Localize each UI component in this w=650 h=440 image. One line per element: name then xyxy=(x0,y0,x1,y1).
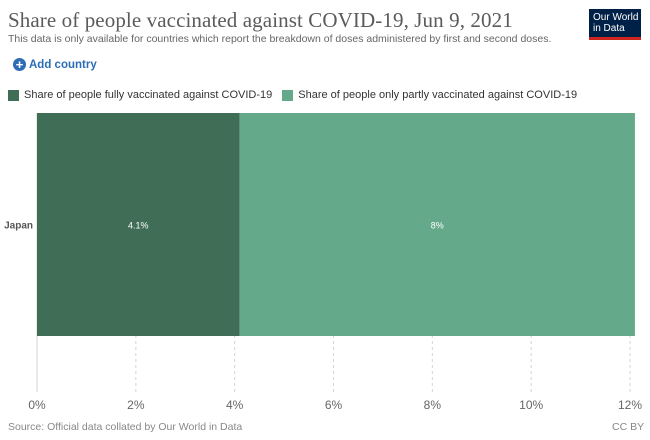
plus-circle-icon: + xyxy=(13,58,26,71)
bar-segment xyxy=(37,113,240,336)
x-tick-label: 6% xyxy=(325,398,343,412)
x-tick-label: 10% xyxy=(519,398,543,412)
legend-label-partly: Share of people only partly vaccinated a… xyxy=(298,89,578,101)
legend: Share of people fully vaccinated against… xyxy=(8,89,587,101)
add-country-label: Add country xyxy=(29,58,97,71)
logo-line-1: Our World xyxy=(593,12,639,23)
legend-swatch-partly xyxy=(282,89,294,101)
x-tick-label: 2% xyxy=(127,398,145,412)
x-tick-label: 0% xyxy=(28,398,46,412)
add-country-button[interactable]: + Add country xyxy=(13,58,97,71)
source-note: Source: Official data collated by Our Wo… xyxy=(8,421,243,433)
data-label: 4.1% xyxy=(128,221,149,231)
legend-swatch-fully xyxy=(8,89,19,101)
legend-item-fully[interactable]: Share of people fully vaccinated against… xyxy=(8,89,272,101)
license-link[interactable]: CC BY xyxy=(612,421,645,433)
chart-subtitle: This data is only available for countrie… xyxy=(8,33,552,45)
x-tick-label: 12% xyxy=(618,398,642,412)
bar-segment xyxy=(239,113,635,336)
legend-item-partly[interactable]: Share of people only partly vaccinated a… xyxy=(282,89,577,101)
data-label: 8% xyxy=(431,221,444,231)
legend-label-fully: Share of people fully vaccinated against… xyxy=(24,89,273,101)
owid-logo[interactable]: Our World in Data xyxy=(589,9,641,40)
logo-line-2: in Data xyxy=(593,23,625,34)
x-tick-label: 8% xyxy=(424,398,442,412)
category-label: Japan xyxy=(4,221,33,232)
chart-title: Share of people vaccinated against COVID… xyxy=(8,8,513,32)
x-tick-label: 4% xyxy=(226,398,244,412)
